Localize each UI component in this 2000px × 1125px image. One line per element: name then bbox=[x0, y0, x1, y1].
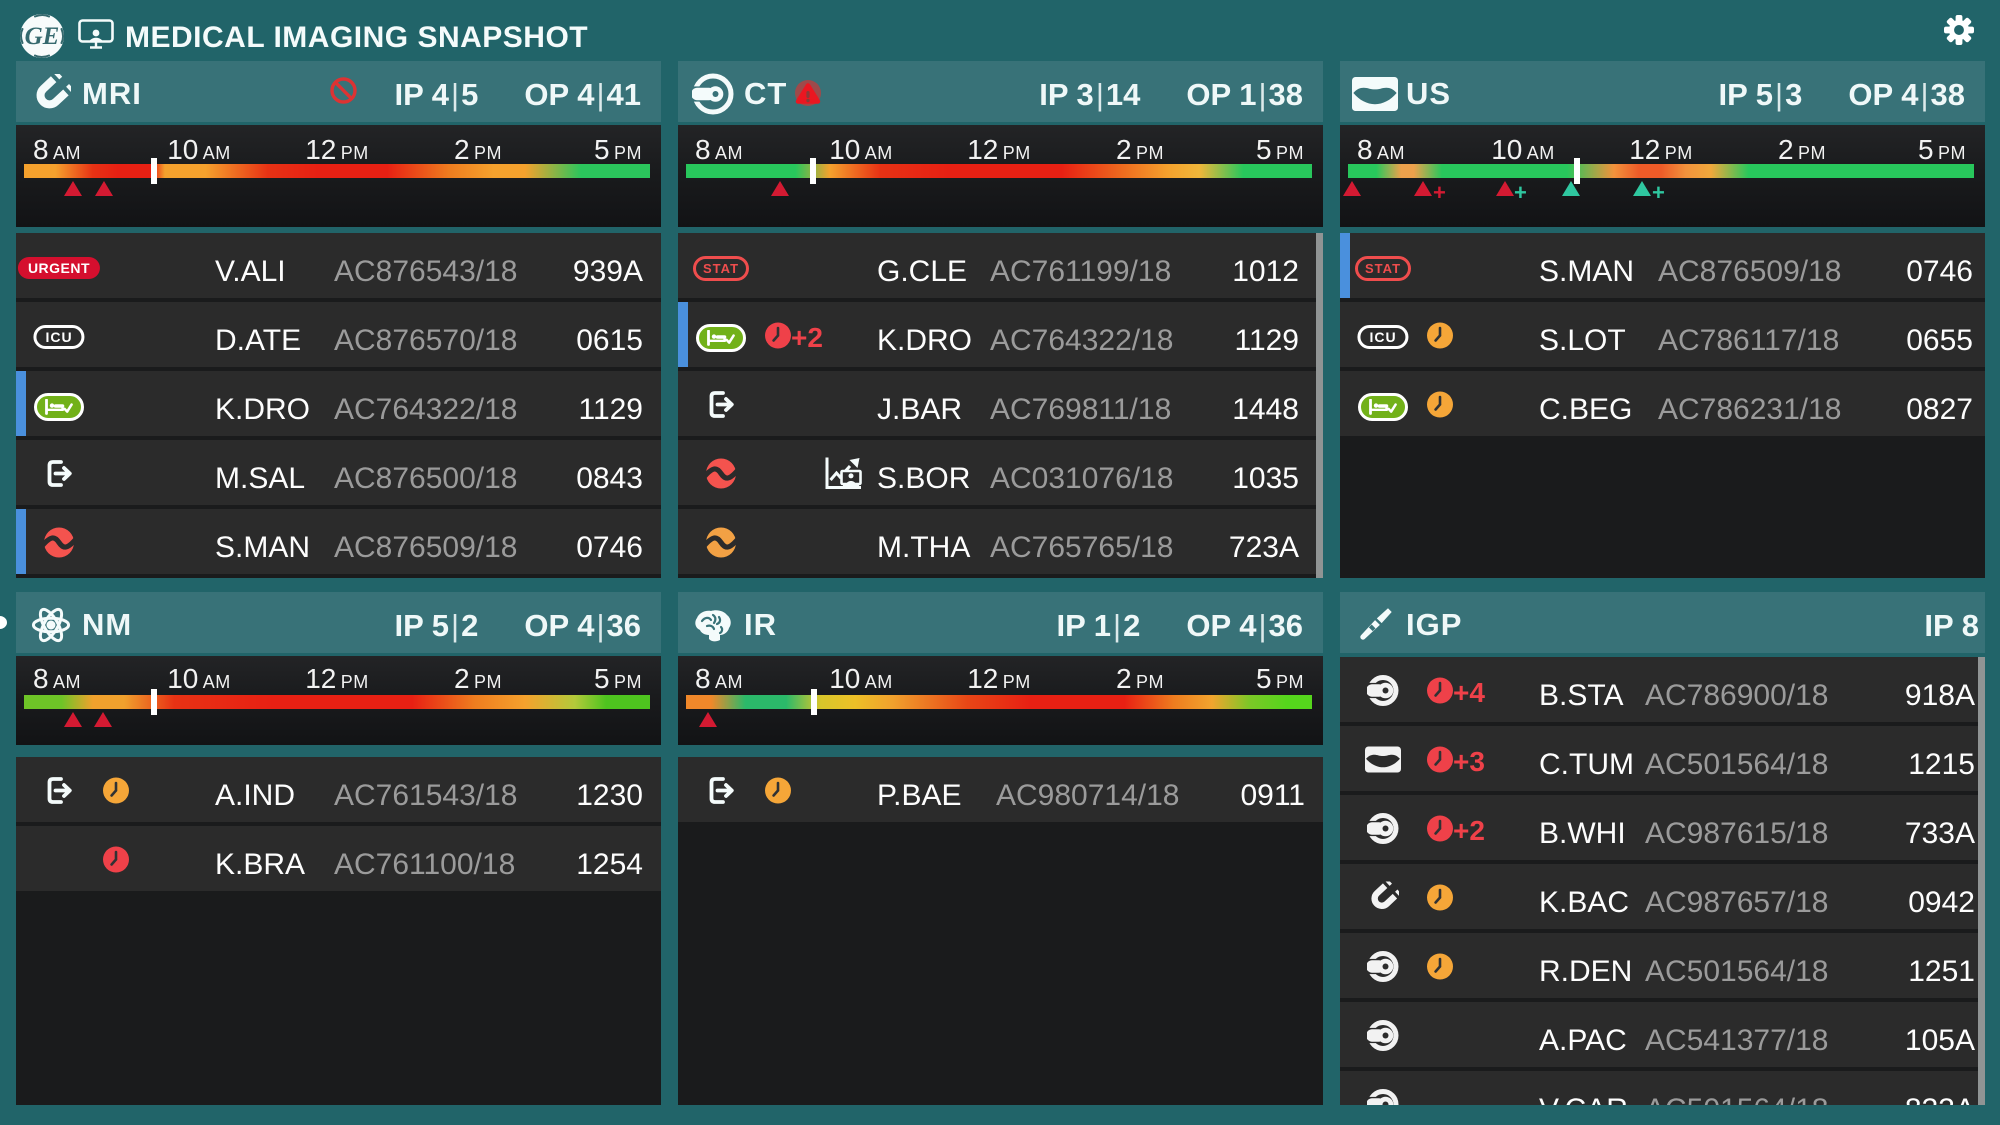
svg-text:GE: GE bbox=[25, 23, 60, 50]
